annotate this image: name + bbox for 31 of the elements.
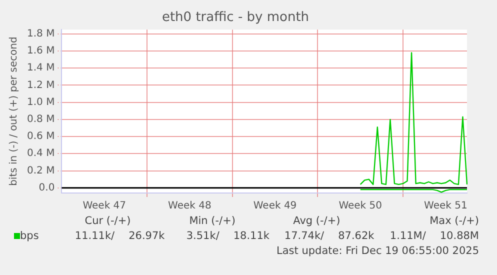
- text: 1.11M/: [390, 230, 426, 242]
- text: 17.74k/: [284, 230, 324, 242]
- y-tick-label: 0.0: [38, 182, 55, 194]
- x-tick-label: Week 49: [253, 200, 297, 212]
- y-tick-label: 0.4 M: [26, 148, 55, 160]
- y-tick-label: 0.2 M: [26, 165, 55, 176]
- text: Max (-/+): [428, 215, 479, 227]
- text: Min (-/+): [188, 215, 236, 227]
- text: Last update: Fri Dec 19 06:55:00 2025: [276, 245, 479, 257]
- y-tick-label: 1.8 M: [26, 28, 55, 40]
- y-tick-label: 0.6 M: [26, 131, 55, 142]
- y-tick-label: 1.4 M: [26, 62, 55, 74]
- x-tick-label: Week 50: [338, 200, 382, 212]
- text: 18.11k: [233, 230, 270, 242]
- x-tick-label: Week 47: [82, 200, 126, 212]
- y-tick-label: 1.2 M: [26, 80, 55, 91]
- legend-label: bps: [20, 230, 39, 242]
- text: 10.88M: [440, 230, 479, 242]
- text: Avg (-/+): [292, 215, 342, 227]
- text: Cur (-/+): [84, 215, 132, 227]
- y-tick-label: 1.6 M: [26, 46, 55, 57]
- chart-title: eth0 traffic - by month: [162, 10, 310, 26]
- text: 3.51k/: [186, 230, 220, 242]
- y-tick-label: 0.8 M: [26, 114, 55, 126]
- y-axis-title: bits in (-) / out (+) per second: [8, 36, 20, 186]
- text: 11.11k/: [74, 230, 115, 242]
- text: 26.97k: [128, 230, 165, 242]
- x-tick-label: Week 51: [424, 200, 468, 212]
- y-tick-label: 1.0 M: [26, 96, 55, 108]
- text: 87.62k: [338, 230, 374, 242]
- x-tick-label: Week 48: [168, 200, 212, 212]
